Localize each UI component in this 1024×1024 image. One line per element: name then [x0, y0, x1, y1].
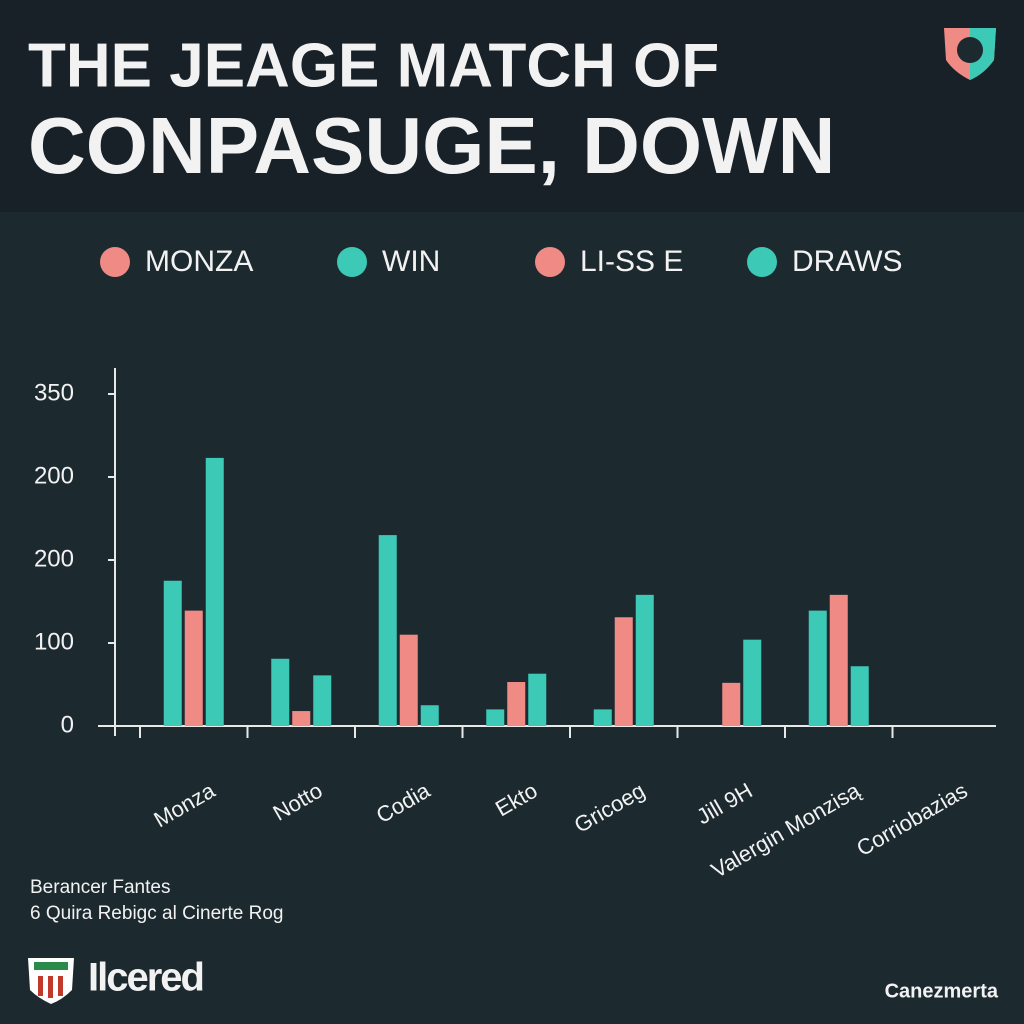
legend-label: LI-SS E	[580, 245, 683, 278]
bar	[614, 617, 633, 726]
y-tick-label: 200	[34, 545, 74, 572]
bar	[722, 682, 741, 726]
y-tick-label: 350	[34, 379, 74, 406]
legend-label: MONZA	[145, 245, 253, 278]
bar	[313, 675, 332, 726]
bar	[292, 711, 311, 726]
logo	[944, 28, 996, 80]
bar	[829, 594, 848, 726]
bar	[378, 535, 397, 726]
legend-swatch	[747, 247, 777, 277]
chart-title: CONPASUGE, DOWN	[28, 101, 835, 190]
legend-swatch	[337, 247, 367, 277]
chart-title: THE JEAGE MATCH OF	[28, 31, 719, 100]
brand-logo	[28, 958, 74, 1004]
credit: Canezmerta	[885, 980, 999, 1002]
bar	[271, 658, 290, 726]
y-tick-label: 0	[61, 711, 74, 738]
footnote: Berancer Fantes	[30, 877, 170, 898]
bar	[850, 666, 869, 726]
legend-swatch	[535, 247, 565, 277]
brand: Ilcered	[88, 956, 203, 1000]
bar	[808, 610, 827, 726]
bar	[399, 634, 418, 726]
bar	[420, 705, 439, 726]
header-band	[0, 0, 1024, 212]
bar	[528, 673, 547, 726]
bar	[635, 594, 654, 726]
y-tick-label: 200	[34, 462, 74, 489]
bar	[486, 709, 505, 726]
bar	[507, 682, 526, 726]
bar	[184, 610, 203, 726]
y-tick-label: 100	[34, 628, 74, 655]
bar	[205, 457, 224, 726]
legend-label: DRAWS	[792, 245, 903, 278]
bar	[743, 639, 762, 726]
bar	[163, 580, 182, 726]
bar	[593, 709, 612, 726]
footnote: 6 Quira Rebigc al Cinerte Rog	[30, 903, 283, 924]
legend-swatch	[100, 247, 130, 277]
legend-label: WIN	[382, 245, 440, 278]
